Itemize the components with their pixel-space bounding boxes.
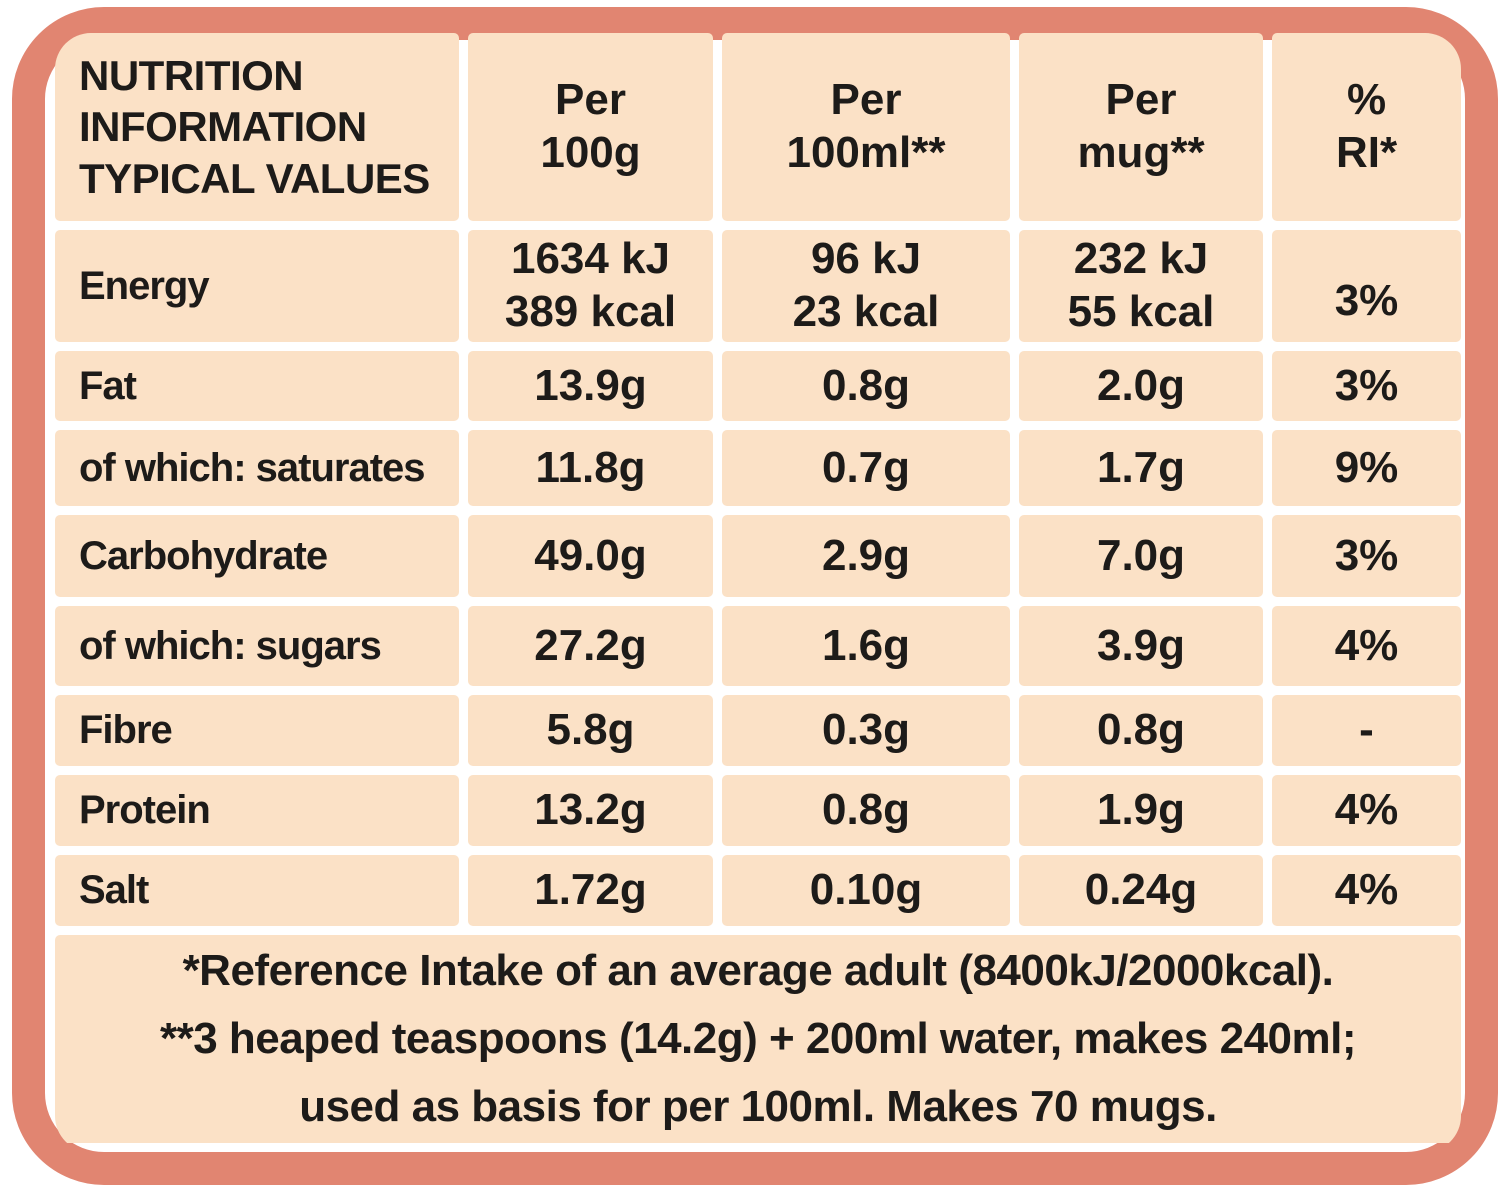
row-sugars-per-mug: 3.9g — [1019, 606, 1263, 686]
footnote-reference-intake: *Reference Intake of an average adult (8… — [182, 946, 1334, 995]
row-saturates-label: of which: saturates — [55, 430, 459, 506]
row-fibre-per-100ml: 0.3g — [722, 695, 1010, 766]
row-fibre-per-mug: 0.8g — [1019, 695, 1263, 766]
row-fat-per-mug: 2.0g — [1019, 351, 1263, 421]
row-sugars-per-100ml: 1.6g — [722, 606, 1010, 686]
row-fat-ri: 3% — [1272, 351, 1461, 421]
row-carbohydrate-label: Carbohydrate — [55, 515, 459, 597]
nutrition-table: NUTRITION INFORMATION TYPICAL VALUES Per… — [55, 33, 1461, 1152]
row-saturates-per-100g: 11.8g — [468, 430, 713, 506]
table-title: NUTRITION INFORMATION TYPICAL VALUES — [55, 33, 459, 221]
row-fat-per-100g: 13.9g — [468, 351, 713, 421]
footnote-preparation: **3 heaped teaspoons (14.2g) + 200ml wat… — [159, 1014, 1357, 1063]
column-header-percent-ri: % RI* — [1272, 33, 1461, 221]
row-salt-per-mug: 0.24g — [1019, 855, 1263, 926]
label-outer-frame — [12, 7, 1498, 1185]
row-salt-label: Salt — [55, 855, 459, 926]
row-protein-per-100ml: 0.8g — [722, 775, 1010, 846]
row-carbohydrate-per-100ml: 2.9g — [722, 515, 1010, 597]
row-carbohydrate-per-100g: 49.0g — [468, 515, 713, 597]
row-protein-per-100g: 13.2g — [468, 775, 713, 846]
row-fat-per-100ml: 0.8g — [722, 351, 1010, 421]
row-energy-ri: 3% — [1272, 230, 1461, 342]
row-sugars-ri: 4% — [1272, 606, 1461, 686]
row-protein-ri: 4% — [1272, 775, 1461, 846]
row-protein-per-mug: 1.9g — [1019, 775, 1263, 846]
row-fibre-label: Fibre — [55, 695, 459, 766]
row-sugars-label: of which: sugars — [55, 606, 459, 686]
row-energy-per-100g: 1634 kJ 389 kcal — [468, 230, 713, 342]
row-energy-per-100ml: 96 kJ 23 kcal — [722, 230, 1010, 342]
column-header-per-100ml: Per 100ml** — [722, 33, 1010, 221]
row-fibre-ri: - — [1272, 695, 1461, 766]
row-salt-per-100g: 1.72g — [468, 855, 713, 926]
row-carbohydrate-per-mug: 7.0g — [1019, 515, 1263, 597]
row-energy-label: Energy — [55, 230, 459, 342]
row-fibre-per-100g: 5.8g — [468, 695, 713, 766]
footnotes-block: *Reference Intake of an average adult (8… — [55, 935, 1461, 1143]
row-protein-label: Protein — [55, 775, 459, 846]
row-energy-per-mug: 232 kJ 55 kcal — [1019, 230, 1263, 342]
column-header-per-mug: Per mug** — [1019, 33, 1263, 221]
row-saturates-per-100ml: 0.7g — [722, 430, 1010, 506]
row-salt-per-100ml: 0.10g — [722, 855, 1010, 926]
row-sugars-per-100g: 27.2g — [468, 606, 713, 686]
row-saturates-ri: 9% — [1272, 430, 1461, 506]
row-salt-ri: 4% — [1272, 855, 1461, 926]
column-header-per-100g: Per 100g — [468, 33, 713, 221]
row-saturates-per-mug: 1.7g — [1019, 430, 1263, 506]
row-carbohydrate-ri: 3% — [1272, 515, 1461, 597]
footnote-basis: used as basis for per 100ml. Makes 70 mu… — [299, 1082, 1217, 1131]
row-fat-label: Fat — [55, 351, 459, 421]
